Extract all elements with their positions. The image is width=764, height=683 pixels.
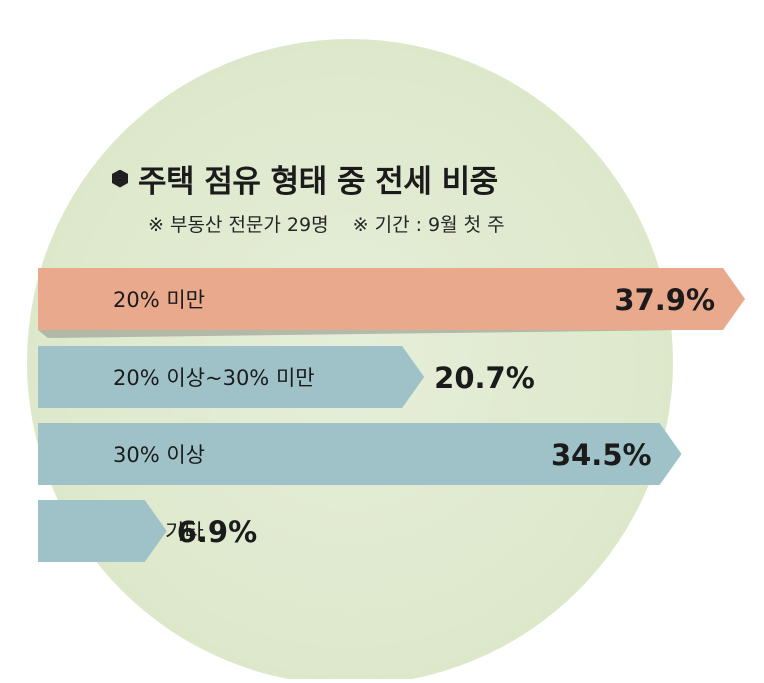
category-label-1: 20% 이상~30% 미만	[113, 366, 315, 390]
bar-1	[38, 346, 425, 408]
bars-layer: 20% 미만 37.9% 20% 이상~30% 미만 20.7% 30% 이상 34.5%…	[38, 268, 745, 562]
bar-shadow-0	[38, 330, 683, 338]
subtitle-notes: ※ 부동산 전문가 29명 ※ 기간 : 9월 첫 주	[148, 210, 523, 237]
title-row: 주택 점유 형태 중 전세 비중	[112, 156, 498, 201]
hexagon-bullet-icon	[112, 169, 128, 188]
chart-title: 주택 점유 형태 중 전세 비중	[138, 164, 498, 200]
note-experts: ※ 부동산 전문가 29명	[148, 214, 329, 236]
value-label-3: 6.9%	[177, 515, 257, 549]
bar-2	[38, 423, 682, 485]
value-label-2: 34.5%	[551, 438, 652, 472]
value-label-0: 37.9%	[614, 283, 715, 317]
bar-0	[38, 268, 745, 330]
note-period: ※ 기간 : 9월 첫 주	[352, 214, 505, 236]
bar-3	[38, 500, 167, 562]
category-label-3: 기타	[165, 520, 204, 544]
value-label-1: 20.7%	[434, 361, 535, 395]
category-label-0: 20% 미만	[113, 288, 205, 312]
category-label-2: 30% 이상	[113, 443, 205, 467]
